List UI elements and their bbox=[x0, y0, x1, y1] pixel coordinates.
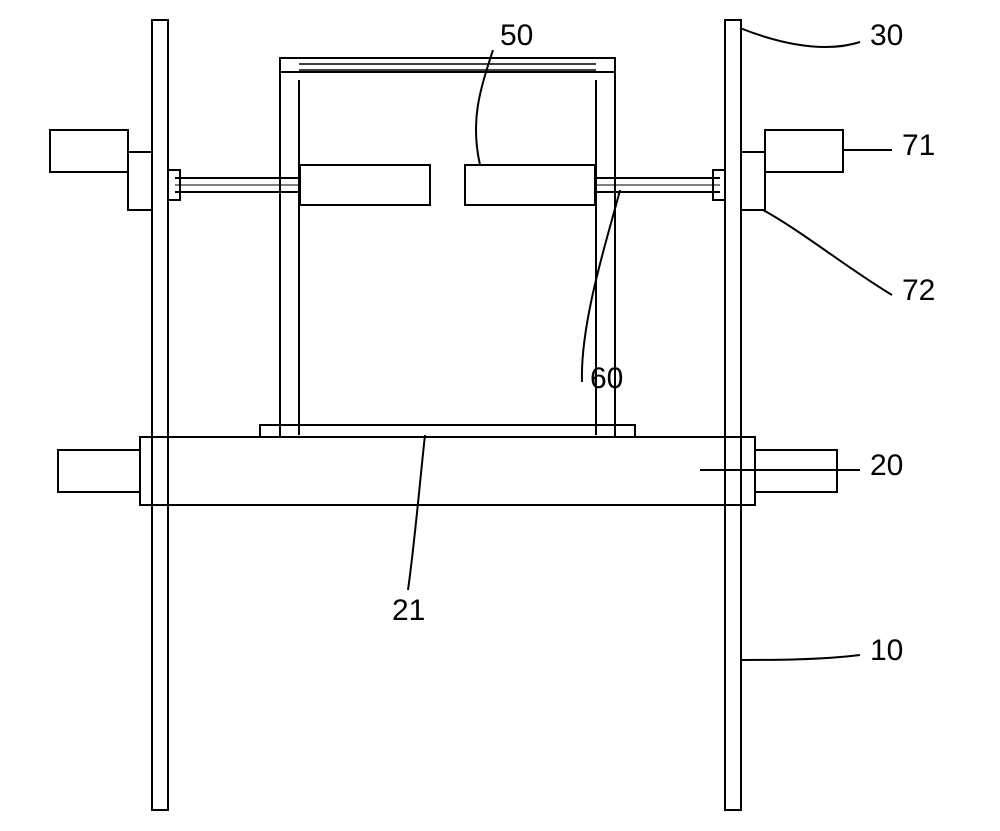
leader-30 bbox=[740, 28, 860, 47]
label-30: 30 bbox=[870, 19, 903, 52]
leader-50 bbox=[476, 50, 493, 165]
label-71: 71 bbox=[902, 129, 935, 162]
leader-21 bbox=[408, 435, 425, 590]
cylinder-base bbox=[260, 425, 635, 437]
leader-72 bbox=[763, 210, 892, 295]
left-plate bbox=[152, 20, 168, 810]
label-20: 20 bbox=[870, 449, 903, 482]
pin-upper-right bbox=[765, 130, 843, 172]
right-plate bbox=[725, 20, 741, 810]
label-72: 72 bbox=[902, 274, 935, 307]
label-21: 21 bbox=[392, 594, 425, 627]
lower-roller bbox=[140, 437, 755, 505]
pin-upper-left bbox=[50, 130, 128, 172]
bushing-upper-left bbox=[128, 152, 152, 210]
cylinder-outer bbox=[280, 72, 615, 437]
bushing-upper-right bbox=[741, 152, 765, 210]
insert-bar-right bbox=[465, 165, 595, 205]
lower-roller-stub-left bbox=[58, 450, 140, 492]
diagram: 50 30 71 72 60 20 21 10 bbox=[0, 0, 1000, 831]
label-10: 10 bbox=[870, 634, 903, 667]
label-60: 60 bbox=[590, 362, 623, 395]
label-50: 50 bbox=[500, 19, 533, 52]
leader-10 bbox=[742, 655, 860, 660]
insert-bar-left bbox=[300, 165, 430, 205]
